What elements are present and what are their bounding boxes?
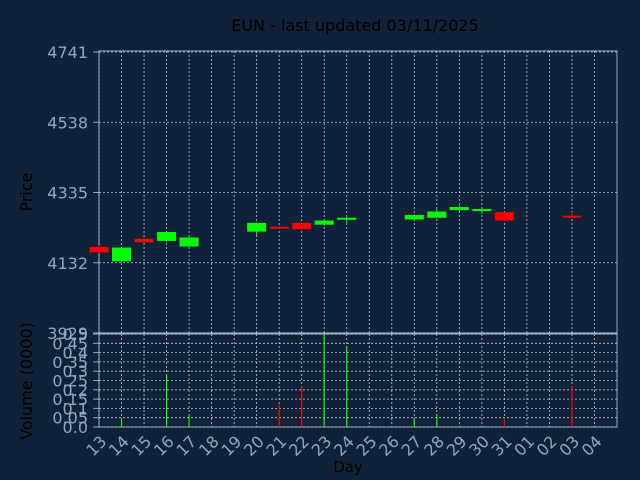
volume-tick-label: 0.1 (63, 399, 88, 418)
volume-tick-label: 0.35 (52, 353, 88, 372)
candle-body (472, 209, 492, 212)
candle-body (427, 211, 447, 218)
candle-body (247, 222, 267, 232)
candle-body (112, 247, 132, 262)
day-tick-label: 04 (578, 432, 606, 460)
volume-tick-label: 0.05 (52, 409, 88, 428)
candle-body (449, 207, 469, 211)
candle-body (269, 226, 289, 229)
candle-body (562, 215, 582, 218)
price-tick-label: 4132 (47, 254, 88, 273)
candle-body (337, 217, 357, 220)
candle-body (494, 212, 514, 221)
volume-tick-label: 0.15 (52, 390, 88, 409)
chart-title: EUN - last updated 03/11/2025 (231, 16, 479, 35)
volume-tick-label: 0.0 (63, 418, 88, 437)
price-tick-label: 4335 (47, 184, 88, 203)
price-tick-label: 3929 (47, 324, 88, 343)
candle-body (292, 222, 312, 230)
price-axis-label: Price (17, 172, 36, 211)
volume-tick-label: 0.3 (63, 362, 88, 381)
volume-tick-label: 0.45 (52, 334, 88, 353)
volume-panel: 0.00.050.10.150.20.250.30.350.40.450.5 (52, 325, 618, 437)
candle-body (314, 220, 334, 225)
x-axis-label: Day (333, 458, 363, 476)
price-plot-frame (98, 50, 618, 334)
candle-body (404, 214, 424, 220)
volume-tick-label: 0.2 (63, 381, 88, 400)
candle-body (89, 246, 109, 253)
candle-body (134, 238, 154, 243)
volume-tick-label: 0.5 (63, 325, 88, 344)
price-panel: 3929 4132 4335 4538 4741 (47, 43, 618, 343)
volume-axis-label: Volume (0000) (17, 322, 36, 440)
volume-tick-label: 0.4 (63, 344, 88, 363)
price-tick-label: 4538 (47, 113, 88, 132)
volume-tick-label: 0.25 (52, 372, 88, 391)
price-tick-label: 4741 (47, 43, 88, 62)
candle-body (179, 237, 199, 247)
candle-body (157, 231, 177, 241)
